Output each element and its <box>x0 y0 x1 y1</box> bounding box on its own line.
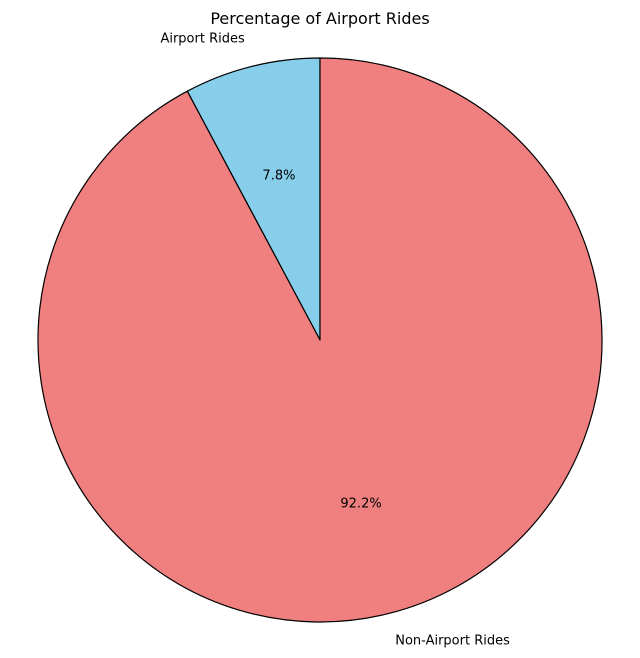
pie-slices <box>37 57 603 623</box>
chart-title: Percentage of Airport Rides <box>210 9 429 28</box>
pct-label-airport-rides: 7.8% <box>262 168 295 183</box>
pie-slice-non-airport-rides <box>37 57 603 623</box>
pie-slice-airport-rides <box>186 57 321 341</box>
slice-label-airport-rides: Airport Rides <box>160 32 245 47</box>
pie-labels: Airport Rides 7.8% Non-Airport Rides 92.2% <box>160 32 510 649</box>
slice-label-non-airport-rides: Non-Airport Rides <box>395 633 510 648</box>
pct-label-non-airport-rides: 92.2% <box>340 497 381 512</box>
